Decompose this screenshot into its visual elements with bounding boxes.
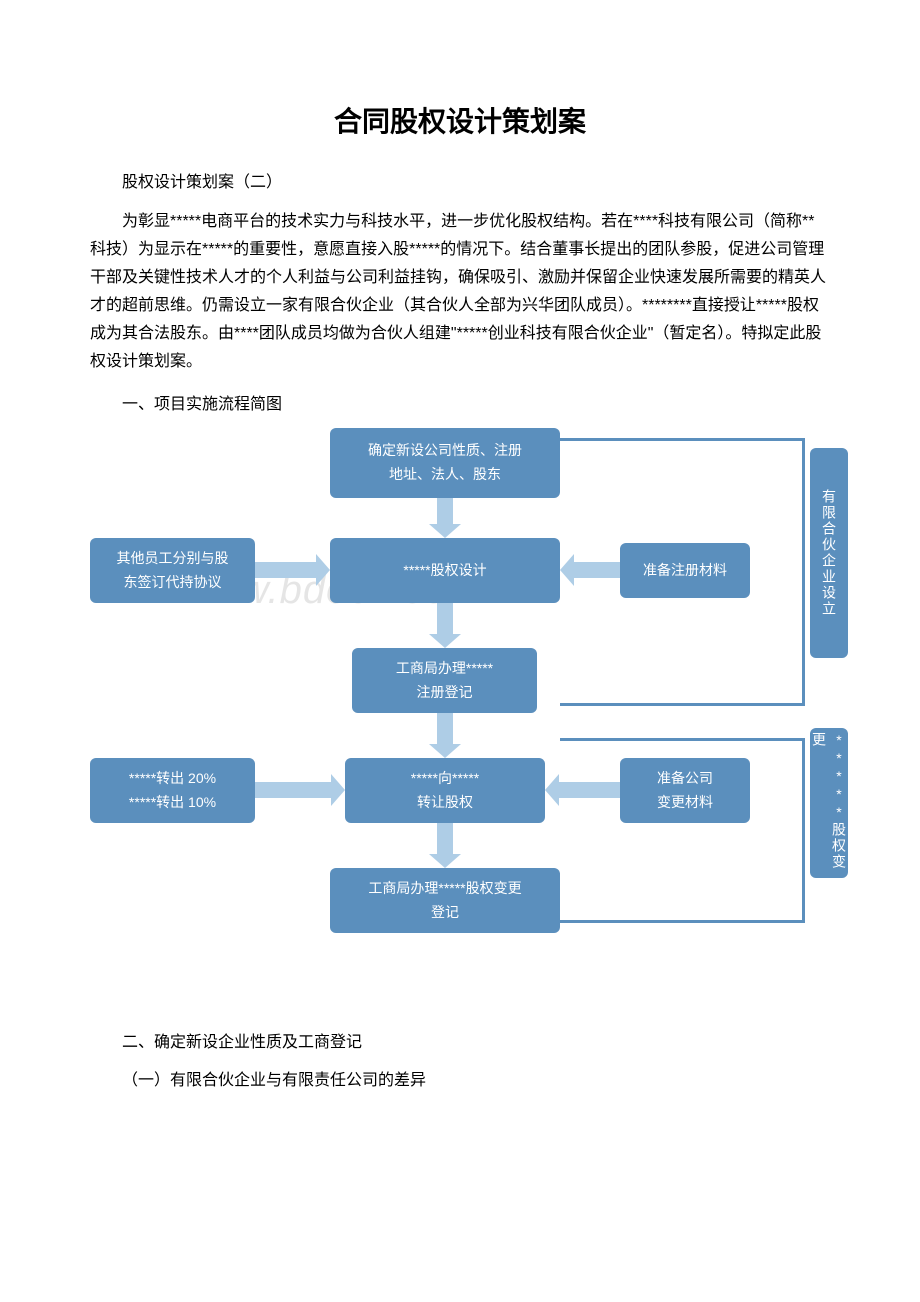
flow-node-1: 确定新设公司性质、注册地址、法人、股东 — [330, 428, 560, 498]
doc-title: 合同股权设计策划案 — [90, 100, 830, 140]
flow-node-5: 工商局办理*****股权变更登记 — [330, 868, 560, 933]
flow-node-4-mid: *****向*****转让股权 — [345, 758, 545, 823]
flow-node-4-left: *****转出 20%*****转出 10% — [90, 758, 255, 823]
flow-side-1: 有限合伙企业设立 — [810, 448, 848, 658]
flowchart: www.bdocx.com 确定新设公司性质、注册地址、法人、股东 其他员工分别… — [90, 428, 850, 988]
flow-node-2-left: 其他员工分别与股东签订代持协议 — [90, 538, 255, 603]
doc-subtitle: 股权设计策划案（二） — [90, 168, 830, 192]
section-1-head: 一、项目实施流程简图 — [90, 390, 830, 414]
section-2-head: 二、确定新设企业性质及工商登记 — [90, 1028, 830, 1052]
bracket-line — [560, 738, 805, 923]
flow-node-3: 工商局办理*****注册登记 — [352, 648, 537, 713]
main-paragraph: 为彰显*****电商平台的技术实力与科技水平，进一步优化股权结构。若在****科… — [90, 208, 830, 376]
flow-node-2-mid: *****股权设计 — [330, 538, 560, 603]
section-2-1-head: （一）有限合伙企业与有限责任公司的差异 — [90, 1066, 830, 1090]
flow-side-2: *****股权变更 — [810, 728, 848, 878]
bracket-line — [560, 438, 805, 706]
